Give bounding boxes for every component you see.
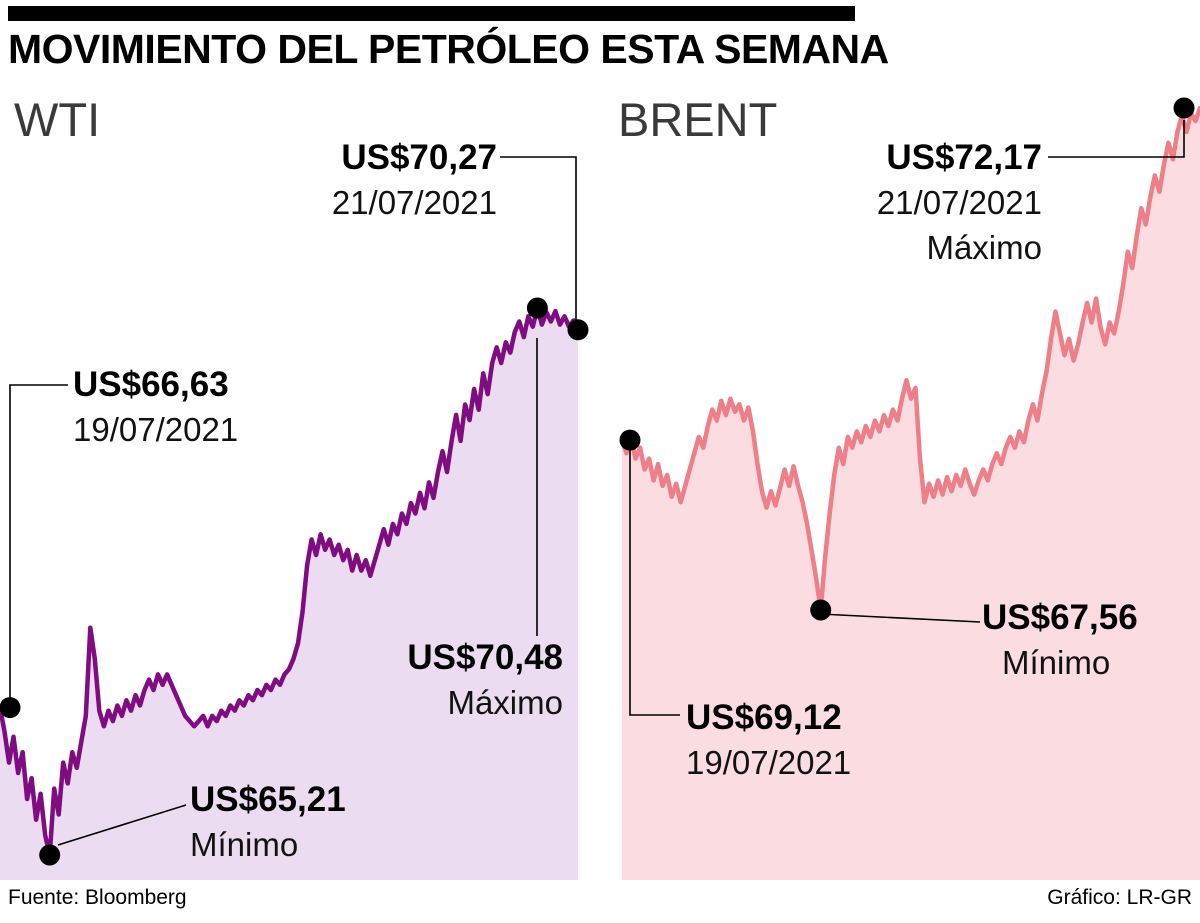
callout-line — [629, 450, 680, 716]
brent-max-annotation: US$72,17 21/07/2021 Máximo — [818, 134, 1042, 270]
brent-min-point-dot — [810, 599, 832, 621]
callout-line — [500, 156, 577, 330]
brent-min-value: US$67,56 — [982, 598, 1138, 637]
callout-line — [819, 613, 981, 623]
source-credit: Fuente: Bloomberg — [8, 886, 187, 909]
brent-max-label: Máximo — [926, 228, 1042, 266]
brent-max-value: US$72,17 — [886, 138, 1042, 177]
wti-area-fill — [0, 308, 578, 880]
wti-close-annotation: US$70,27 21/07/2021 — [250, 134, 497, 226]
brent-open-date: 19/07/2021 — [686, 744, 852, 782]
page-title: MOVIMIENTO DEL PETRÓLEO ESTA SEMANA — [8, 26, 889, 72]
wti-min-label: Mínimo — [190, 826, 299, 864]
brent-first-point-dot — [619, 429, 641, 451]
brent-area-fill — [622, 108, 1200, 880]
brent-min-annotation: US$67,56 Mínimo — [982, 594, 1138, 686]
wti-close-value: US$70,27 — [341, 138, 497, 177]
wti-max-value: US$70,48 — [407, 638, 563, 677]
wti-min-annotation: US$65,21 Mínimo — [190, 776, 346, 868]
graphic-credit: Gráfico: LR-GR — [1047, 886, 1192, 909]
wti-area-chart — [0, 156, 589, 880]
wti-last-point-dot — [567, 319, 589, 341]
wti-max-point-dot — [526, 297, 548, 319]
wti-open-value: US$66,63 — [73, 365, 229, 404]
brent-last-point-dot — [1173, 97, 1195, 119]
wti-min-value: US$65,21 — [190, 780, 346, 819]
callout-line — [9, 384, 68, 700]
brent-open-annotation: US$69,12 19/07/2021 — [686, 694, 851, 786]
wti-max-annotation: US$70,48 Máximo — [316, 634, 563, 726]
wti-max-label: Máximo — [447, 684, 563, 722]
brent-max-date: 21/07/2021 — [876, 184, 1042, 222]
brent-chart-label: BRENT — [618, 93, 778, 146]
wti-open-date: 19/07/2021 — [73, 411, 239, 449]
callout-line — [57, 804, 187, 846]
wti-chart-label: WTI — [14, 93, 101, 146]
wti-open-annotation: US$66,63 19/07/2021 — [73, 361, 238, 453]
brent-min-label: Mínimo — [1002, 644, 1111, 682]
brent-open-value: US$69,12 — [686, 698, 842, 737]
wti-close-date: 21/07/2021 — [331, 184, 497, 222]
brent-price-line — [619, 105, 1200, 613]
wti-first-point-dot — [0, 697, 21, 719]
callout-line — [1048, 120, 1185, 158]
wti-price-line — [0, 305, 581, 858]
wti-min-point-dot — [39, 844, 61, 866]
brent-area-chart — [619, 97, 1200, 880]
title-rule-bar — [8, 6, 855, 21]
